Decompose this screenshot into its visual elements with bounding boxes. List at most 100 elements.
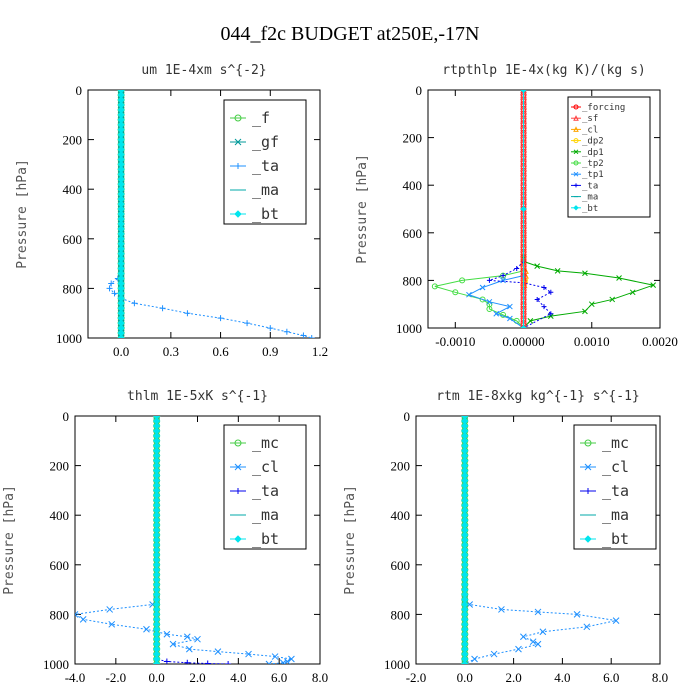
panel-title: rtm 1E-8xkg kg^{-1} s^{-1}: [436, 389, 640, 404]
data-point: [184, 310, 191, 317]
data-point: [486, 305, 493, 312]
legend-label: _ma: [252, 181, 279, 199]
y-tick-label: 1000: [384, 657, 410, 672]
y-tick-label: 800: [403, 273, 423, 288]
data-point: [466, 601, 474, 608]
data-point: [471, 655, 478, 663]
data-point: [500, 277, 506, 284]
data-point: [431, 283, 438, 290]
y-tick-label: 1000: [43, 657, 69, 672]
panel-3: thlm 1E-5xK s^{-1} Pressure [hPa] 0 200 400 6…: [2, 389, 328, 685]
data-point: [486, 298, 493, 305]
data-point: [573, 611, 581, 618]
legend-label: _bt: [252, 530, 279, 548]
legend-label: _ma: [252, 506, 279, 524]
y-tick-label: 200: [403, 131, 423, 146]
x-tick-label: 0.00000: [502, 334, 544, 349]
legend-marker: [584, 535, 592, 543]
data-point: [609, 296, 616, 303]
legend-label: _ta: [252, 482, 279, 500]
data-point: [108, 280, 115, 287]
legend-label: _cl: [602, 458, 629, 476]
x-tick-label: -2.0: [406, 670, 427, 685]
x-tick-label: 6.0: [603, 670, 619, 685]
data-point: [554, 268, 561, 274]
data-point: [588, 301, 595, 308]
data-point: [548, 289, 554, 295]
legend-label: _cl: [252, 458, 279, 476]
x-tick-label: 0.0: [149, 670, 165, 685]
y-tick-label: 400: [50, 508, 70, 523]
data-point: [534, 640, 542, 648]
data-point: [163, 630, 171, 638]
figure-title: 044_f2c BUDGET at250E,-17N: [220, 23, 479, 45]
data-point: [184, 659, 191, 664]
data-point: [541, 285, 547, 291]
data-point: [534, 296, 540, 302]
data-point: [479, 296, 486, 303]
legend-box: [567, 96, 651, 218]
data-point: [143, 625, 150, 633]
data-point: [204, 660, 211, 664]
data-point: [117, 334, 125, 338]
data-point: [520, 90, 527, 94]
panel-4: rtm 1E-8xkg kg^{-1} s^{-1} Pressure [hPa]…: [343, 389, 668, 685]
legend-label: _bt: [252, 205, 279, 223]
data-point: [507, 303, 513, 310]
y-tick-label: 0: [76, 83, 83, 98]
y-tick-label: 400: [63, 182, 83, 197]
data-point: [612, 617, 620, 624]
data-point: [541, 304, 547, 310]
data-point: [152, 660, 161, 664]
y-axis-label: Pressure [hPa]: [2, 485, 17, 595]
data-point: [111, 290, 118, 297]
data-point: [75, 611, 79, 618]
data-point: [466, 291, 472, 298]
legend-marker: [234, 138, 242, 146]
series-group: [75, 416, 295, 664]
data-point: [548, 311, 554, 317]
legend-label: _f: [252, 109, 270, 127]
x-tick-label: 0.0010: [574, 334, 610, 349]
data-point: [267, 325, 274, 332]
data-point: [493, 310, 500, 317]
data-point: [131, 300, 138, 307]
legend-marker: [573, 104, 579, 110]
legend-marker: [234, 114, 242, 122]
legend-label: _ta: [252, 157, 279, 175]
data-point: [225, 661, 232, 664]
x-tick-label: 2.0: [505, 670, 521, 685]
data-point: [163, 658, 170, 664]
data-point: [283, 658, 291, 664]
legend-label: _dp2: [582, 137, 604, 147]
x-tick-label: 4.0: [230, 670, 246, 685]
y-tick-label: 0: [63, 409, 70, 424]
legend-marker: [234, 535, 242, 543]
y-tick-label: 600: [63, 232, 83, 247]
data-point: [529, 638, 537, 646]
legend-label: _gf: [252, 133, 279, 151]
x-tick-label: 4.0: [554, 670, 570, 685]
legend-marker: [573, 149, 579, 155]
y-tick-label: 600: [403, 226, 423, 241]
data-point: [520, 205, 527, 213]
y-tick-label: 800: [391, 607, 411, 622]
legend-label: _mc: [602, 434, 629, 452]
legend-label: _tp1: [582, 170, 604, 180]
legend: _forcing_sf_cl _dp2_dp1_tp2_tp1_ta _ma_bt: [567, 96, 651, 218]
data-point: [461, 660, 469, 664]
legend-label: _mc: [252, 434, 279, 452]
legend: _f _gf _ta _ma _bt: [223, 99, 307, 225]
legend-marker: [573, 205, 579, 211]
data-point: [500, 273, 506, 279]
x-tick-label: 8.0: [312, 670, 328, 685]
y-tick-label: 800: [50, 607, 70, 622]
x-tick-label: 0.0: [457, 670, 473, 685]
data-point: [479, 284, 486, 291]
series-group: [461, 416, 620, 664]
x-tick-label: -2.0: [106, 670, 127, 685]
legend-marker: [234, 210, 242, 218]
y-tick-label: 0: [404, 409, 411, 424]
y-tick-label: 0: [416, 83, 423, 98]
